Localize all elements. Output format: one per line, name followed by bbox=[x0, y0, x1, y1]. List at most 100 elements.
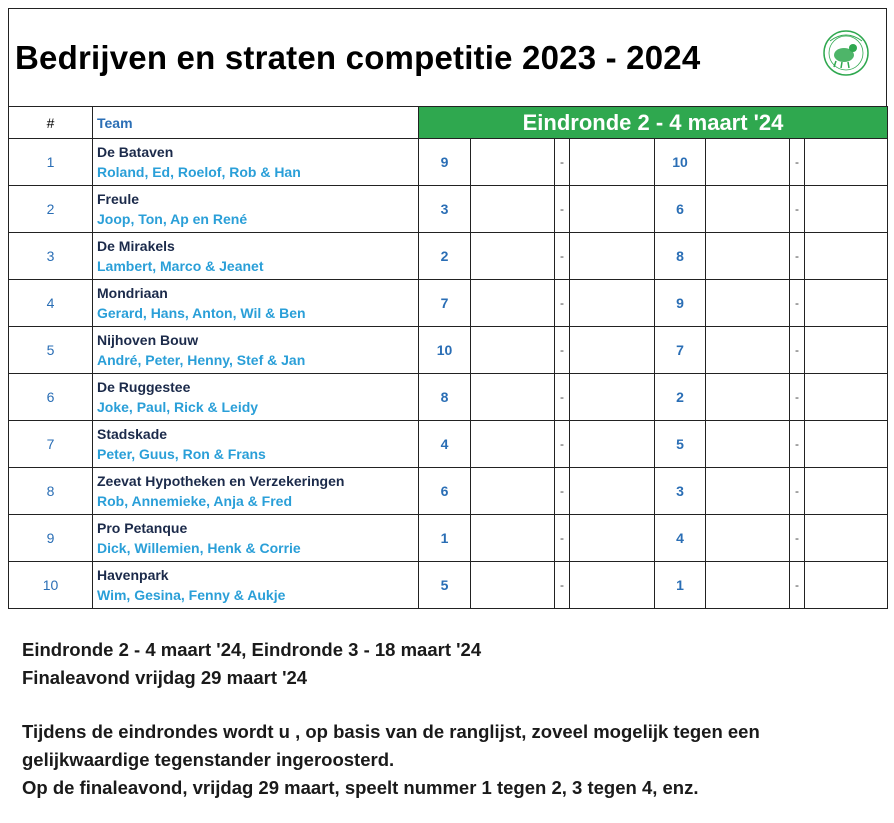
rank-number: 8 bbox=[8, 467, 93, 515]
team-name: Freule bbox=[97, 191, 140, 207]
score-round-2: 4 bbox=[654, 514, 706, 562]
empty-cell bbox=[470, 185, 555, 233]
rank-number: 6 bbox=[8, 373, 93, 421]
table-header: # Team Eindronde 2 - 4 maart '24 bbox=[8, 106, 889, 139]
empty-cell bbox=[705, 467, 790, 515]
empty-cell bbox=[569, 138, 655, 186]
empty-cell bbox=[803, 467, 889, 515]
dash-separator: - bbox=[789, 232, 805, 280]
empty-cell bbox=[569, 326, 655, 374]
round-header: Eindronde 2 - 4 maart '24 bbox=[417, 106, 889, 139]
dash-separator: - bbox=[789, 373, 805, 421]
dash-separator: - bbox=[554, 326, 570, 374]
empty-cell bbox=[705, 279, 790, 327]
column-header-team: Team bbox=[92, 106, 419, 139]
column-header-number: # bbox=[8, 106, 93, 139]
title-box: Bedrijven en straten competitie 2023 - 2… bbox=[8, 8, 887, 106]
score-round-2: 3 bbox=[654, 467, 706, 515]
empty-cell bbox=[803, 138, 889, 186]
rank-number: 5 bbox=[8, 326, 93, 374]
dash-separator: - bbox=[789, 561, 805, 609]
rank-number: 2 bbox=[8, 185, 93, 233]
score-round-1: 10 bbox=[418, 326, 471, 374]
rank-number: 7 bbox=[8, 420, 93, 468]
empty-cell bbox=[470, 279, 555, 327]
score-round-1: 7 bbox=[418, 279, 471, 327]
empty-cell bbox=[705, 232, 790, 280]
standings-table: # Team Eindronde 2 - 4 maart '24 1 De Bat… bbox=[8, 106, 889, 609]
notes-line-explanation-1: Tijdens de eindrondes wordt u , op basis… bbox=[22, 721, 760, 742]
empty-cell bbox=[569, 467, 655, 515]
team-name: Zeevat Hypotheken en Verzekeringen bbox=[97, 473, 345, 489]
empty-cell bbox=[705, 373, 790, 421]
team-cell: Pro Petanque Dick, Willemien, Henk & Corr… bbox=[92, 514, 419, 562]
dash-separator: - bbox=[789, 138, 805, 186]
table-row: 9 Pro Petanque Dick, Willemien, Henk & Cor… bbox=[8, 514, 889, 562]
dash-separator: - bbox=[554, 279, 570, 327]
score-round-1: 8 bbox=[418, 373, 471, 421]
score-round-2: 9 bbox=[654, 279, 706, 327]
table-body: 1 De Bataven Roland, Ed, Roelof, Rob & Han… bbox=[8, 138, 889, 609]
team-members: Lambert, Marco & Jeanet bbox=[97, 258, 264, 274]
score-round-2: 1 bbox=[654, 561, 706, 609]
dash-separator: - bbox=[789, 420, 805, 468]
empty-cell bbox=[803, 326, 889, 374]
team-name: De Bataven bbox=[97, 144, 174, 160]
rank-number: 9 bbox=[8, 514, 93, 562]
team-name: De Mirakels bbox=[97, 238, 175, 254]
table-row: 6 De Ruggestee Joke, Paul, Rick & Leidy 8 - 2… bbox=[8, 373, 889, 421]
team-members: Roland, Ed, Roelof, Rob & Han bbox=[97, 164, 301, 180]
notes-line-explanation-2: gelijkwaardige tegenstander ingeroosterd… bbox=[22, 749, 395, 770]
score-round-2: 10 bbox=[654, 138, 706, 186]
empty-cell bbox=[569, 232, 655, 280]
dash-separator: - bbox=[554, 185, 570, 233]
empty-cell bbox=[803, 420, 889, 468]
empty-cell bbox=[470, 561, 555, 609]
score-round-1: 9 bbox=[418, 138, 471, 186]
notes-section: Eindronde 2 - 4 maart '24, Eindronde 3 -… bbox=[22, 636, 882, 802]
table-row: 4 Mondriaan Gerard, Hans, Anton, Wil & Ben… bbox=[8, 279, 889, 327]
empty-cell bbox=[803, 185, 889, 233]
empty-cell bbox=[569, 420, 655, 468]
team-name: Havenpark bbox=[97, 567, 169, 583]
empty-cell bbox=[569, 279, 655, 327]
rank-number: 1 bbox=[8, 138, 93, 186]
empty-cell bbox=[803, 232, 889, 280]
notes-line-explanation-3: Op de finaleavond, vrijdag 29 maart, spe… bbox=[22, 777, 699, 798]
club-logo-icon bbox=[823, 30, 869, 76]
empty-cell bbox=[705, 138, 790, 186]
dash-separator: - bbox=[789, 467, 805, 515]
empty-cell bbox=[470, 326, 555, 374]
team-cell: Stadskade Peter, Guus, Ron & Frans bbox=[92, 420, 419, 468]
dash-separator: - bbox=[789, 279, 805, 327]
table-row: 7 Stadskade Peter, Guus, Ron & Frans 4 - 5 - bbox=[8, 420, 889, 468]
score-round-2: 5 bbox=[654, 420, 706, 468]
team-cell: Zeevat Hypotheken en Verzekeringen Rob, A… bbox=[92, 467, 419, 515]
team-cell: Nijhoven Bouw André, Peter, Henny, Stef &… bbox=[92, 326, 419, 374]
team-members: Joke, Paul, Rick & Leidy bbox=[97, 399, 259, 415]
team-cell: De Bataven Roland, Ed, Roelof, Rob & Han bbox=[92, 138, 419, 186]
empty-cell bbox=[470, 514, 555, 562]
team-name: Pro Petanque bbox=[97, 520, 188, 536]
empty-cell bbox=[705, 514, 790, 562]
team-name: De Ruggestee bbox=[97, 379, 191, 395]
team-members: André, Peter, Henny, Stef & Jan bbox=[97, 352, 306, 368]
dash-separator: - bbox=[554, 420, 570, 468]
score-round-2: 8 bbox=[654, 232, 706, 280]
empty-cell bbox=[705, 561, 790, 609]
table-row: 8 Zeevat Hypotheken en Verzekeringen Rob, … bbox=[8, 467, 889, 515]
empty-cell bbox=[470, 138, 555, 186]
team-name: Mondriaan bbox=[97, 285, 168, 301]
dash-separator: - bbox=[554, 561, 570, 609]
empty-cell bbox=[803, 279, 889, 327]
dash-separator: - bbox=[789, 514, 805, 562]
table-row: 1 De Bataven Roland, Ed, Roelof, Rob & Han… bbox=[8, 138, 889, 186]
team-name: Stadskade bbox=[97, 426, 168, 442]
empty-cell bbox=[705, 326, 790, 374]
score-round-2: 6 bbox=[654, 185, 706, 233]
dash-separator: - bbox=[554, 138, 570, 186]
dash-separator: - bbox=[554, 514, 570, 562]
empty-cell bbox=[705, 420, 790, 468]
team-cell: De Ruggestee Joke, Paul, Rick & Leidy bbox=[92, 373, 419, 421]
dash-separator: - bbox=[789, 185, 805, 233]
